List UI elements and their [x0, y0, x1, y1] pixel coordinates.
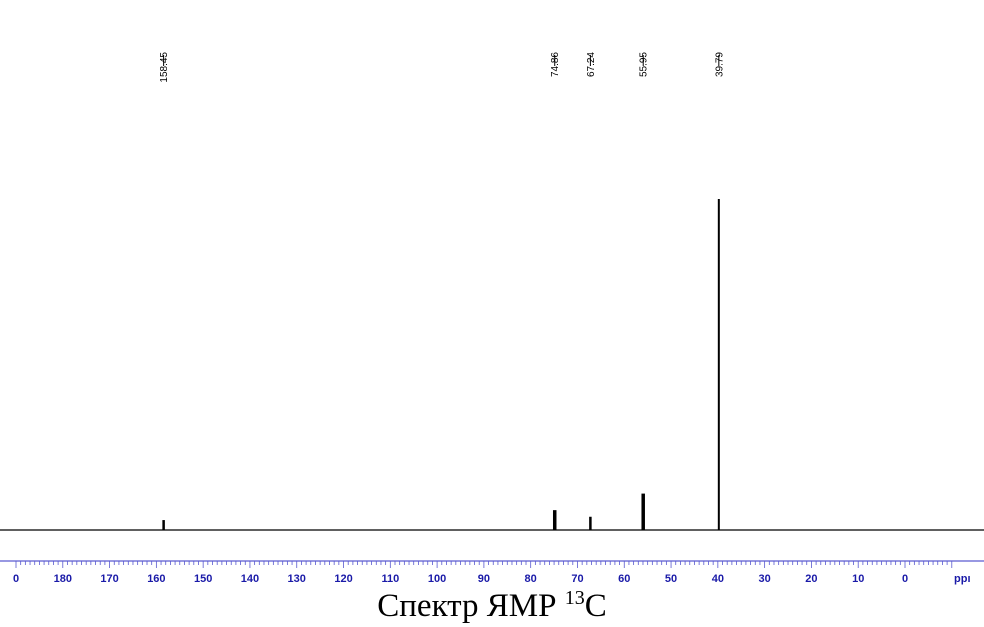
x-tick-label: 110	[381, 573, 399, 585]
peak-labels: 158.45 74.86 67.24 55.95 39.79	[159, 52, 725, 83]
peak-label-67.24: 67.24	[586, 52, 597, 77]
x-tick-label: 90	[478, 573, 490, 585]
x-tick-label: 60	[618, 573, 630, 585]
peak-label-158.45: 158.45	[159, 52, 170, 83]
peak-label-55.95: 55.95	[639, 52, 650, 77]
peak-label-39.79: 39.79	[714, 52, 725, 77]
x-tick-label: 0	[902, 573, 908, 585]
x-tick-label: 120	[334, 573, 352, 585]
x-tick-label: 30	[759, 573, 771, 585]
x-axis: 0 180 170 160 150 140 130 120 110 100 90 80 70 60 50 40…	[0, 560, 984, 585]
x-tick-label: 170	[100, 573, 118, 585]
x-tick-label: 130	[288, 573, 306, 585]
chart-title: Спектр ЯМР 13C	[0, 588, 984, 624]
x-tick-label: 80	[525, 573, 537, 585]
x-tick-label: 10	[852, 573, 864, 585]
x-axis-unit-label: ppı	[954, 573, 971, 585]
x-tick-label: 160	[147, 573, 165, 585]
x-tick-label: 150	[194, 573, 212, 585]
spectrum-peaks	[162, 199, 720, 530]
x-tick-label: 20	[805, 573, 817, 585]
peak-label-74.86: 74.86	[550, 52, 561, 77]
x-tick-label: 180	[54, 573, 72, 585]
x-tick-label: 100	[428, 573, 446, 585]
chart-title-suffix: C	[584, 588, 607, 624]
chart-title-text: Спектр ЯМР	[377, 588, 557, 624]
x-tick-label: 140	[241, 573, 259, 585]
x-tick-label: 40	[712, 573, 724, 585]
x-tick-label: 0	[13, 573, 19, 585]
x-tick-label: 70	[571, 573, 583, 585]
chart-title-superscript: 13	[564, 587, 585, 609]
x-tick-label: 50	[665, 573, 677, 585]
